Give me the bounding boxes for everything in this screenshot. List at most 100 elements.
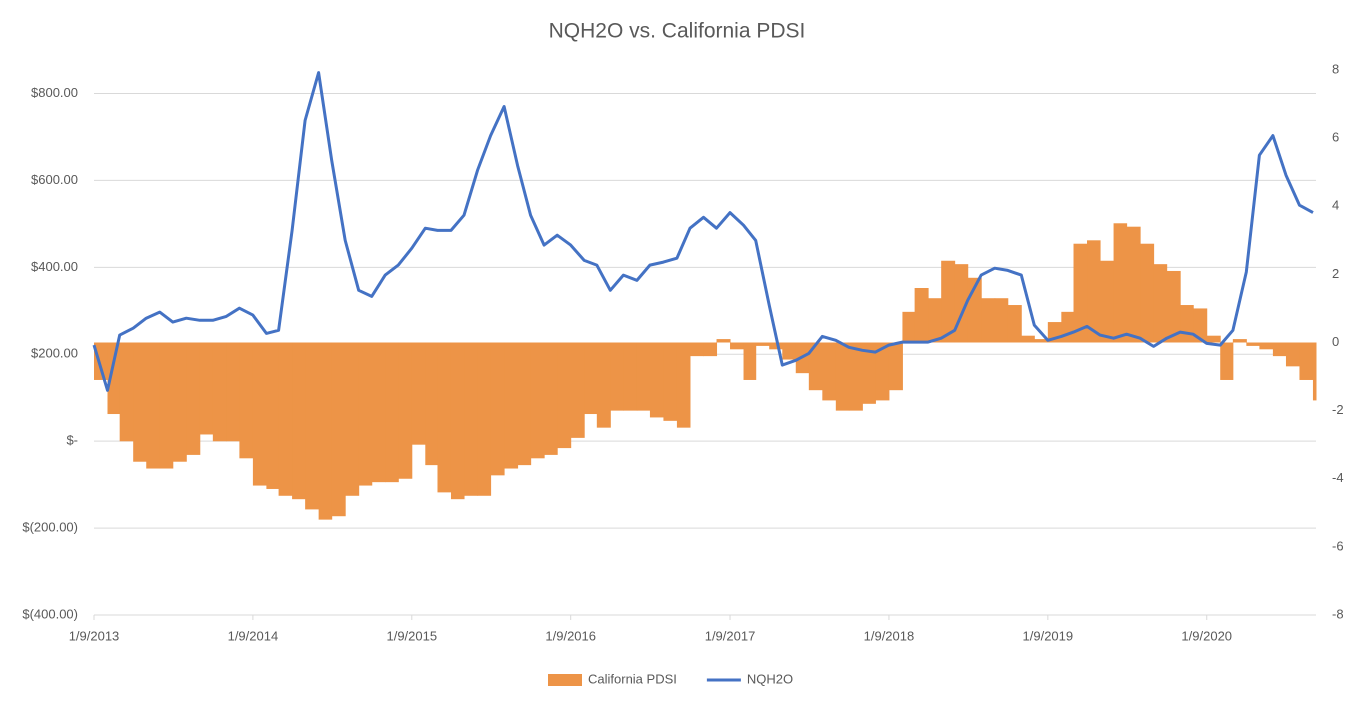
area-segment	[266, 342, 280, 489]
area-segment	[305, 342, 320, 510]
area-segment	[689, 342, 704, 357]
y2-tick-label: 8	[1332, 61, 1339, 76]
area-segment	[1206, 335, 1221, 343]
y2-tick-label: 2	[1332, 266, 1339, 281]
area-segment	[490, 342, 505, 476]
area-segment	[1220, 342, 1234, 380]
area-segment	[358, 342, 373, 486]
area-segment	[769, 342, 783, 350]
area-segment	[159, 342, 174, 469]
line-series	[92, 71, 1314, 392]
y2-tick-label: -6	[1332, 538, 1344, 553]
area-segment	[716, 339, 731, 343]
y2-tick-label: -4	[1332, 470, 1344, 485]
area-segment	[902, 311, 916, 343]
area-segment	[1100, 260, 1115, 343]
area-segment	[1166, 270, 1181, 343]
area-segment	[278, 342, 293, 496]
area-segment	[928, 298, 942, 343]
y-tick-label: $-	[66, 433, 78, 448]
y2-tick-label: 4	[1332, 198, 1339, 213]
y2-tick-label: -8	[1332, 606, 1344, 621]
area-segment	[544, 342, 558, 455]
y2-tick-label: 0	[1332, 334, 1339, 349]
area-segment	[782, 342, 797, 360]
area-segment	[636, 342, 651, 411]
area-segment	[345, 342, 360, 496]
area-segment	[1272, 342, 1287, 357]
x-tick-label: 1/9/2016	[545, 628, 596, 643]
area-segment	[1193, 308, 1208, 343]
area-segment	[663, 342, 678, 421]
x-tick-label: 1/9/2013	[69, 628, 120, 643]
area-segment	[133, 342, 147, 462]
area-segment	[318, 342, 333, 520]
y-tick-label: $200.00	[31, 346, 78, 361]
area-segment	[119, 342, 134, 442]
area-segment	[464, 342, 479, 496]
area-segment	[941, 260, 956, 343]
area-segment	[411, 342, 426, 445]
area-segment	[1087, 240, 1101, 343]
chart-title: NQH2O vs. California PDSI	[549, 20, 806, 43]
area-segment	[385, 342, 399, 483]
area-segment	[862, 342, 876, 404]
y-tick-label: $400.00	[31, 259, 78, 274]
area-segment	[425, 342, 438, 466]
area-segment	[875, 342, 890, 401]
area-segment	[1180, 305, 1194, 343]
area-segment	[1246, 342, 1260, 346]
area-segment	[848, 342, 863, 411]
area-segment	[1034, 339, 1049, 343]
area-segment	[649, 342, 664, 418]
legend-swatch	[548, 674, 582, 686]
area-segment	[292, 342, 306, 500]
y-tick-label: $600.00	[31, 172, 78, 187]
area-segment	[437, 342, 452, 493]
area-segment	[888, 342, 903, 391]
area-segment	[199, 342, 214, 435]
area-segment	[530, 342, 545, 459]
area-segment	[331, 342, 346, 517]
area-segment	[226, 342, 240, 442]
area-segment	[212, 342, 227, 442]
legend-label: California PDSI	[588, 671, 677, 686]
area-segment	[703, 342, 718, 357]
area-segment	[994, 298, 1009, 343]
area-segment	[1153, 264, 1168, 343]
area-segment	[914, 288, 929, 343]
area-segment	[1113, 223, 1128, 343]
area-segment	[755, 342, 770, 346]
area-segment	[743, 342, 757, 380]
area-segment	[835, 342, 850, 411]
y2-tick-label: -2	[1332, 402, 1344, 417]
area-segment	[1061, 311, 1075, 343]
area-segment	[596, 342, 611, 428]
area-segment	[808, 342, 823, 391]
y-tick-label: $800.00	[31, 85, 78, 100]
area-segment	[610, 342, 624, 411]
area-segment	[107, 342, 121, 415]
area-segment	[623, 342, 638, 411]
area-segment	[186, 342, 201, 455]
area-segment	[239, 342, 254, 459]
area-segment	[557, 342, 572, 449]
area-segment	[570, 342, 585, 438]
area-segment	[981, 298, 996, 343]
area-segment	[822, 342, 837, 401]
area-segment	[477, 342, 492, 496]
area-segment	[1299, 342, 1314, 380]
area-segment	[730, 342, 745, 350]
area-segment	[172, 342, 187, 462]
x-tick-label: 1/9/2015	[386, 628, 437, 643]
legend-label: NQH2O	[747, 671, 793, 686]
area-segment	[450, 342, 465, 500]
x-tick-label: 1/9/2019	[1023, 628, 1074, 643]
area-segment	[1007, 305, 1022, 343]
area-segment	[504, 342, 519, 469]
area-segment	[584, 342, 598, 415]
x-tick-label: 1/9/2014	[228, 628, 279, 643]
area-segment	[252, 342, 267, 486]
area-segment	[676, 342, 691, 428]
